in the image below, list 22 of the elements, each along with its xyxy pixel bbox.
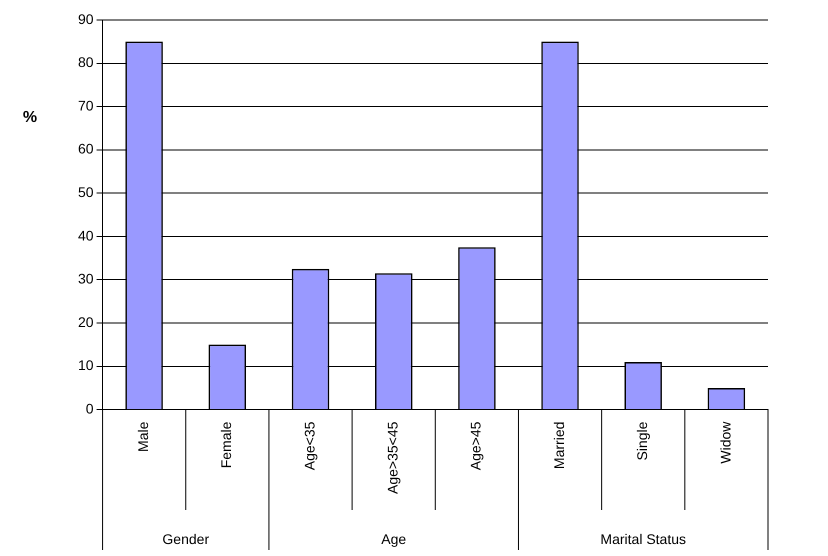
y-tick-label: 80 — [78, 54, 94, 70]
x-tick-label: Male — [135, 421, 152, 452]
y-tick-label: 40 — [78, 227, 94, 244]
y-tick-label: 60 — [78, 140, 94, 157]
x-tick-label: Age<35 — [301, 421, 318, 470]
y-tick-label: 70 — [78, 97, 94, 114]
y-tick-label: 0 — [86, 400, 94, 416]
x-tick-label: Single — [634, 421, 650, 461]
x-tick-label: Female — [218, 421, 234, 468]
y-axis-title: % — [22, 108, 38, 126]
x-tick-label: Widow — [717, 420, 734, 464]
text: Age — [381, 530, 406, 547]
x-tick-label: Age>45 — [468, 421, 484, 470]
y-tick-label: 20 — [78, 314, 94, 330]
x-tick-label: Age>35<45 — [384, 421, 401, 494]
y-tick-label: 90 — [78, 10, 94, 27]
text: Gender — [162, 530, 210, 547]
y-tick-label: 10 — [78, 357, 94, 374]
x-tick-label: Married — [550, 422, 567, 470]
y-tick-label: 50 — [78, 184, 94, 200]
y-tick-label: 30 — [78, 270, 94, 287]
text: Marital Status — [600, 530, 686, 547]
